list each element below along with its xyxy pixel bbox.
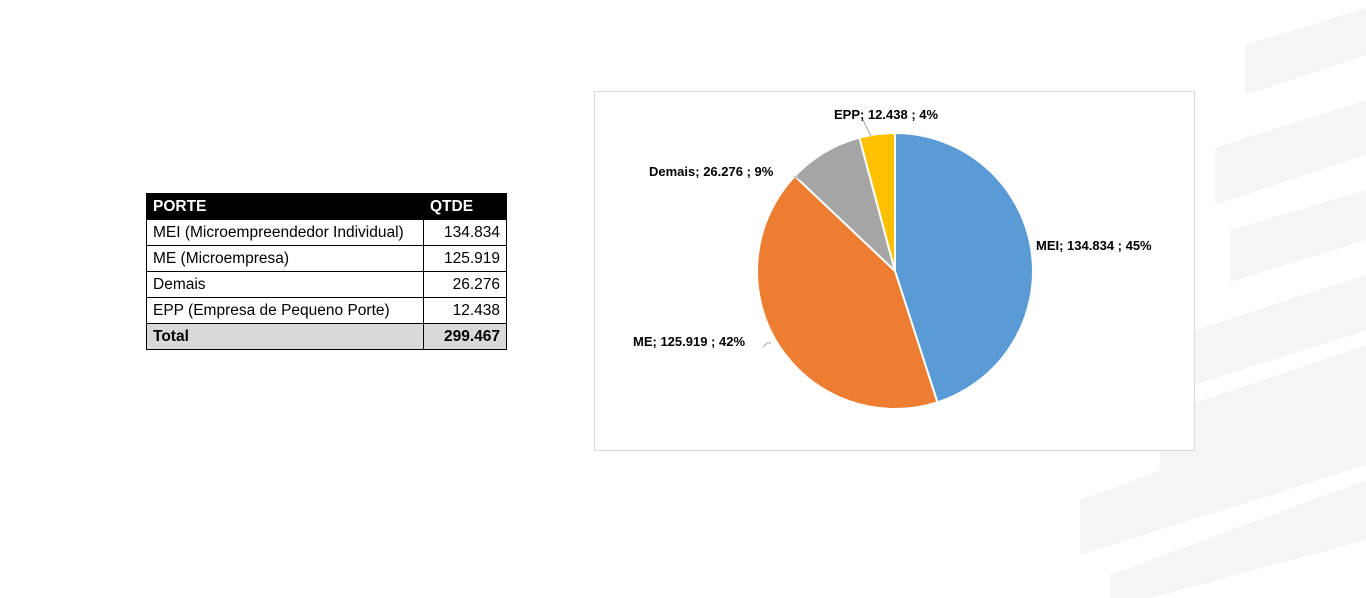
pie-slice-epp bbox=[858, 131, 896, 272]
cell-porte: EPP (Empresa de Pequeno Porte) bbox=[146, 297, 424, 324]
table-row: EPP (Empresa de Pequeno Porte) 12.438 bbox=[146, 297, 507, 324]
pie-slice-me bbox=[756, 174, 939, 410]
cell-qtde: 12.438 bbox=[423, 297, 507, 324]
data-label-mei: MEI; 134.834 ; 45% bbox=[1036, 238, 1152, 253]
leader-line-me bbox=[762, 342, 771, 348]
header-qtde: QTDE bbox=[423, 193, 507, 220]
total-label: Total bbox=[146, 323, 424, 350]
data-label-epp: EPP; 12.438 ; 4% bbox=[834, 107, 938, 122]
pie-chart-box: MEI; 134.834 ; 45% ME; 125.919 ; 42% Demai… bbox=[594, 91, 1195, 451]
porte-table: PORTE QTDE MEI (Microempreendedor Indivi… bbox=[146, 193, 507, 350]
cell-qtde: 134.834 bbox=[423, 219, 507, 246]
cell-porte: ME (Microempresa) bbox=[146, 245, 424, 272]
cell-qtde: 26.276 bbox=[423, 271, 507, 298]
cell-qtde: 125.919 bbox=[423, 245, 507, 272]
table-header-row: PORTE QTDE bbox=[146, 193, 507, 220]
table-total-row: Total 299.467 bbox=[146, 323, 507, 350]
header-porte: PORTE bbox=[146, 193, 424, 220]
table-row: MEI (Microempreendedor Individual) 134.8… bbox=[146, 219, 507, 246]
pie-chart: MEI; 134.834 ; 45% ME; 125.919 ; 42% Demai… bbox=[633, 107, 1152, 410]
cell-porte: Demais bbox=[146, 271, 424, 298]
table-row: Demais 26.276 bbox=[146, 271, 507, 298]
data-label-demais: Demais; 26.276 ; 9% bbox=[649, 164, 774, 179]
leader-line-demais bbox=[793, 175, 802, 181]
table-row: ME (Microempresa) 125.919 bbox=[146, 245, 507, 272]
data-label-me: ME; 125.919 ; 42% bbox=[633, 334, 745, 349]
total-value: 299.467 bbox=[423, 323, 507, 350]
pie-slice-mei bbox=[894, 131, 1034, 404]
cell-porte: MEI (Microempreendedor Individual) bbox=[146, 219, 424, 246]
leader-line-epp bbox=[862, 119, 872, 137]
